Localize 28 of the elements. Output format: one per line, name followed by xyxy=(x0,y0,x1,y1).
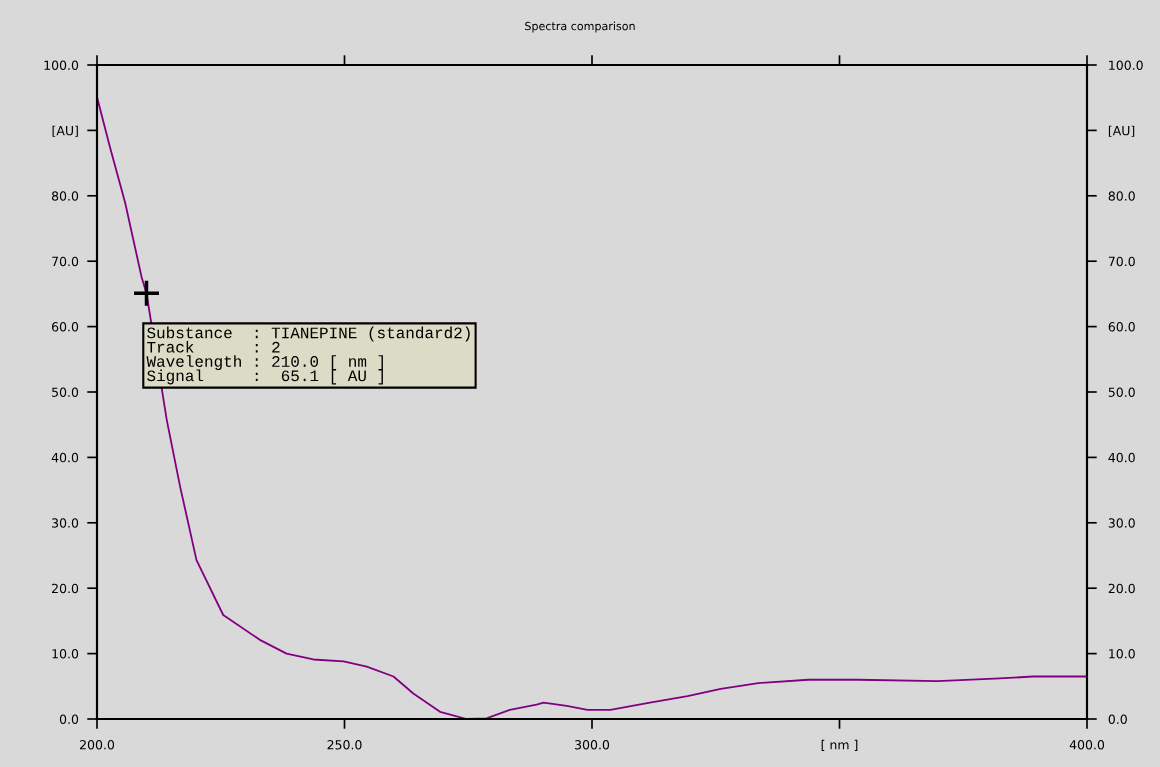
y-tick-label: [AU] xyxy=(52,125,78,137)
y2-tick-label: 30.0 xyxy=(1108,518,1135,528)
y-tick-label: 20.0 xyxy=(52,583,79,594)
y-tick-label: 50.0 xyxy=(52,387,79,397)
chart-title: Spectra comparison xyxy=(525,21,635,33)
y2-tick-label: 80.0 xyxy=(1108,191,1135,201)
y2-tick-label: 20.0 xyxy=(1108,583,1135,594)
y2-tick-label: 0.0 xyxy=(1108,714,1127,724)
y2-tick-label: 100.0 xyxy=(1109,60,1143,70)
x-tick-label: 250.0 xyxy=(327,740,362,750)
y-tick-label: 0.0 xyxy=(59,714,79,724)
y-tick-label: 60.0 xyxy=(51,322,79,332)
x-tick-label: 300.0 xyxy=(575,740,610,750)
y2-tick-label: 70.0 xyxy=(1108,256,1135,267)
y2-tick-label: 40.0 xyxy=(1108,452,1135,463)
x-tick-label: 400.0 xyxy=(1069,740,1105,750)
y-tick-label: 70.0 xyxy=(52,256,79,267)
y2-tick-label: 60.0 xyxy=(1108,322,1135,332)
y-tick-label: 100.0 xyxy=(44,60,79,70)
x-tick-label: 200.0 xyxy=(80,740,115,750)
y2-tick-label: [AU] xyxy=(1108,125,1135,137)
y2-tick-label: 50.0 xyxy=(1108,387,1135,397)
x-tick-label: [ nm ] xyxy=(821,739,858,751)
y-tick-label: 40.0 xyxy=(51,452,79,463)
y-tick-label: 10.0 xyxy=(52,649,79,659)
y2-tick-label: 10.0 xyxy=(1109,649,1135,659)
y-tick-label: 30.0 xyxy=(52,518,79,528)
y-tick-label: 80.0 xyxy=(51,191,79,201)
